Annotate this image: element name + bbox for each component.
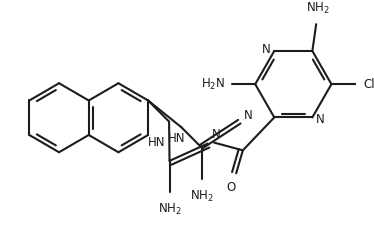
Text: N: N xyxy=(244,109,253,122)
Text: H$_2$N: H$_2$N xyxy=(200,77,225,92)
Text: NH$_2$: NH$_2$ xyxy=(190,189,214,204)
Text: NH$_2$: NH$_2$ xyxy=(157,202,181,217)
Text: N: N xyxy=(211,128,220,141)
Text: NH$_2$: NH$_2$ xyxy=(306,1,330,17)
Text: N: N xyxy=(316,113,325,126)
Text: HN: HN xyxy=(168,132,185,145)
Text: N: N xyxy=(262,43,270,56)
Text: HN: HN xyxy=(148,136,165,149)
Text: O: O xyxy=(227,181,236,194)
Text: Cl: Cl xyxy=(364,78,374,91)
